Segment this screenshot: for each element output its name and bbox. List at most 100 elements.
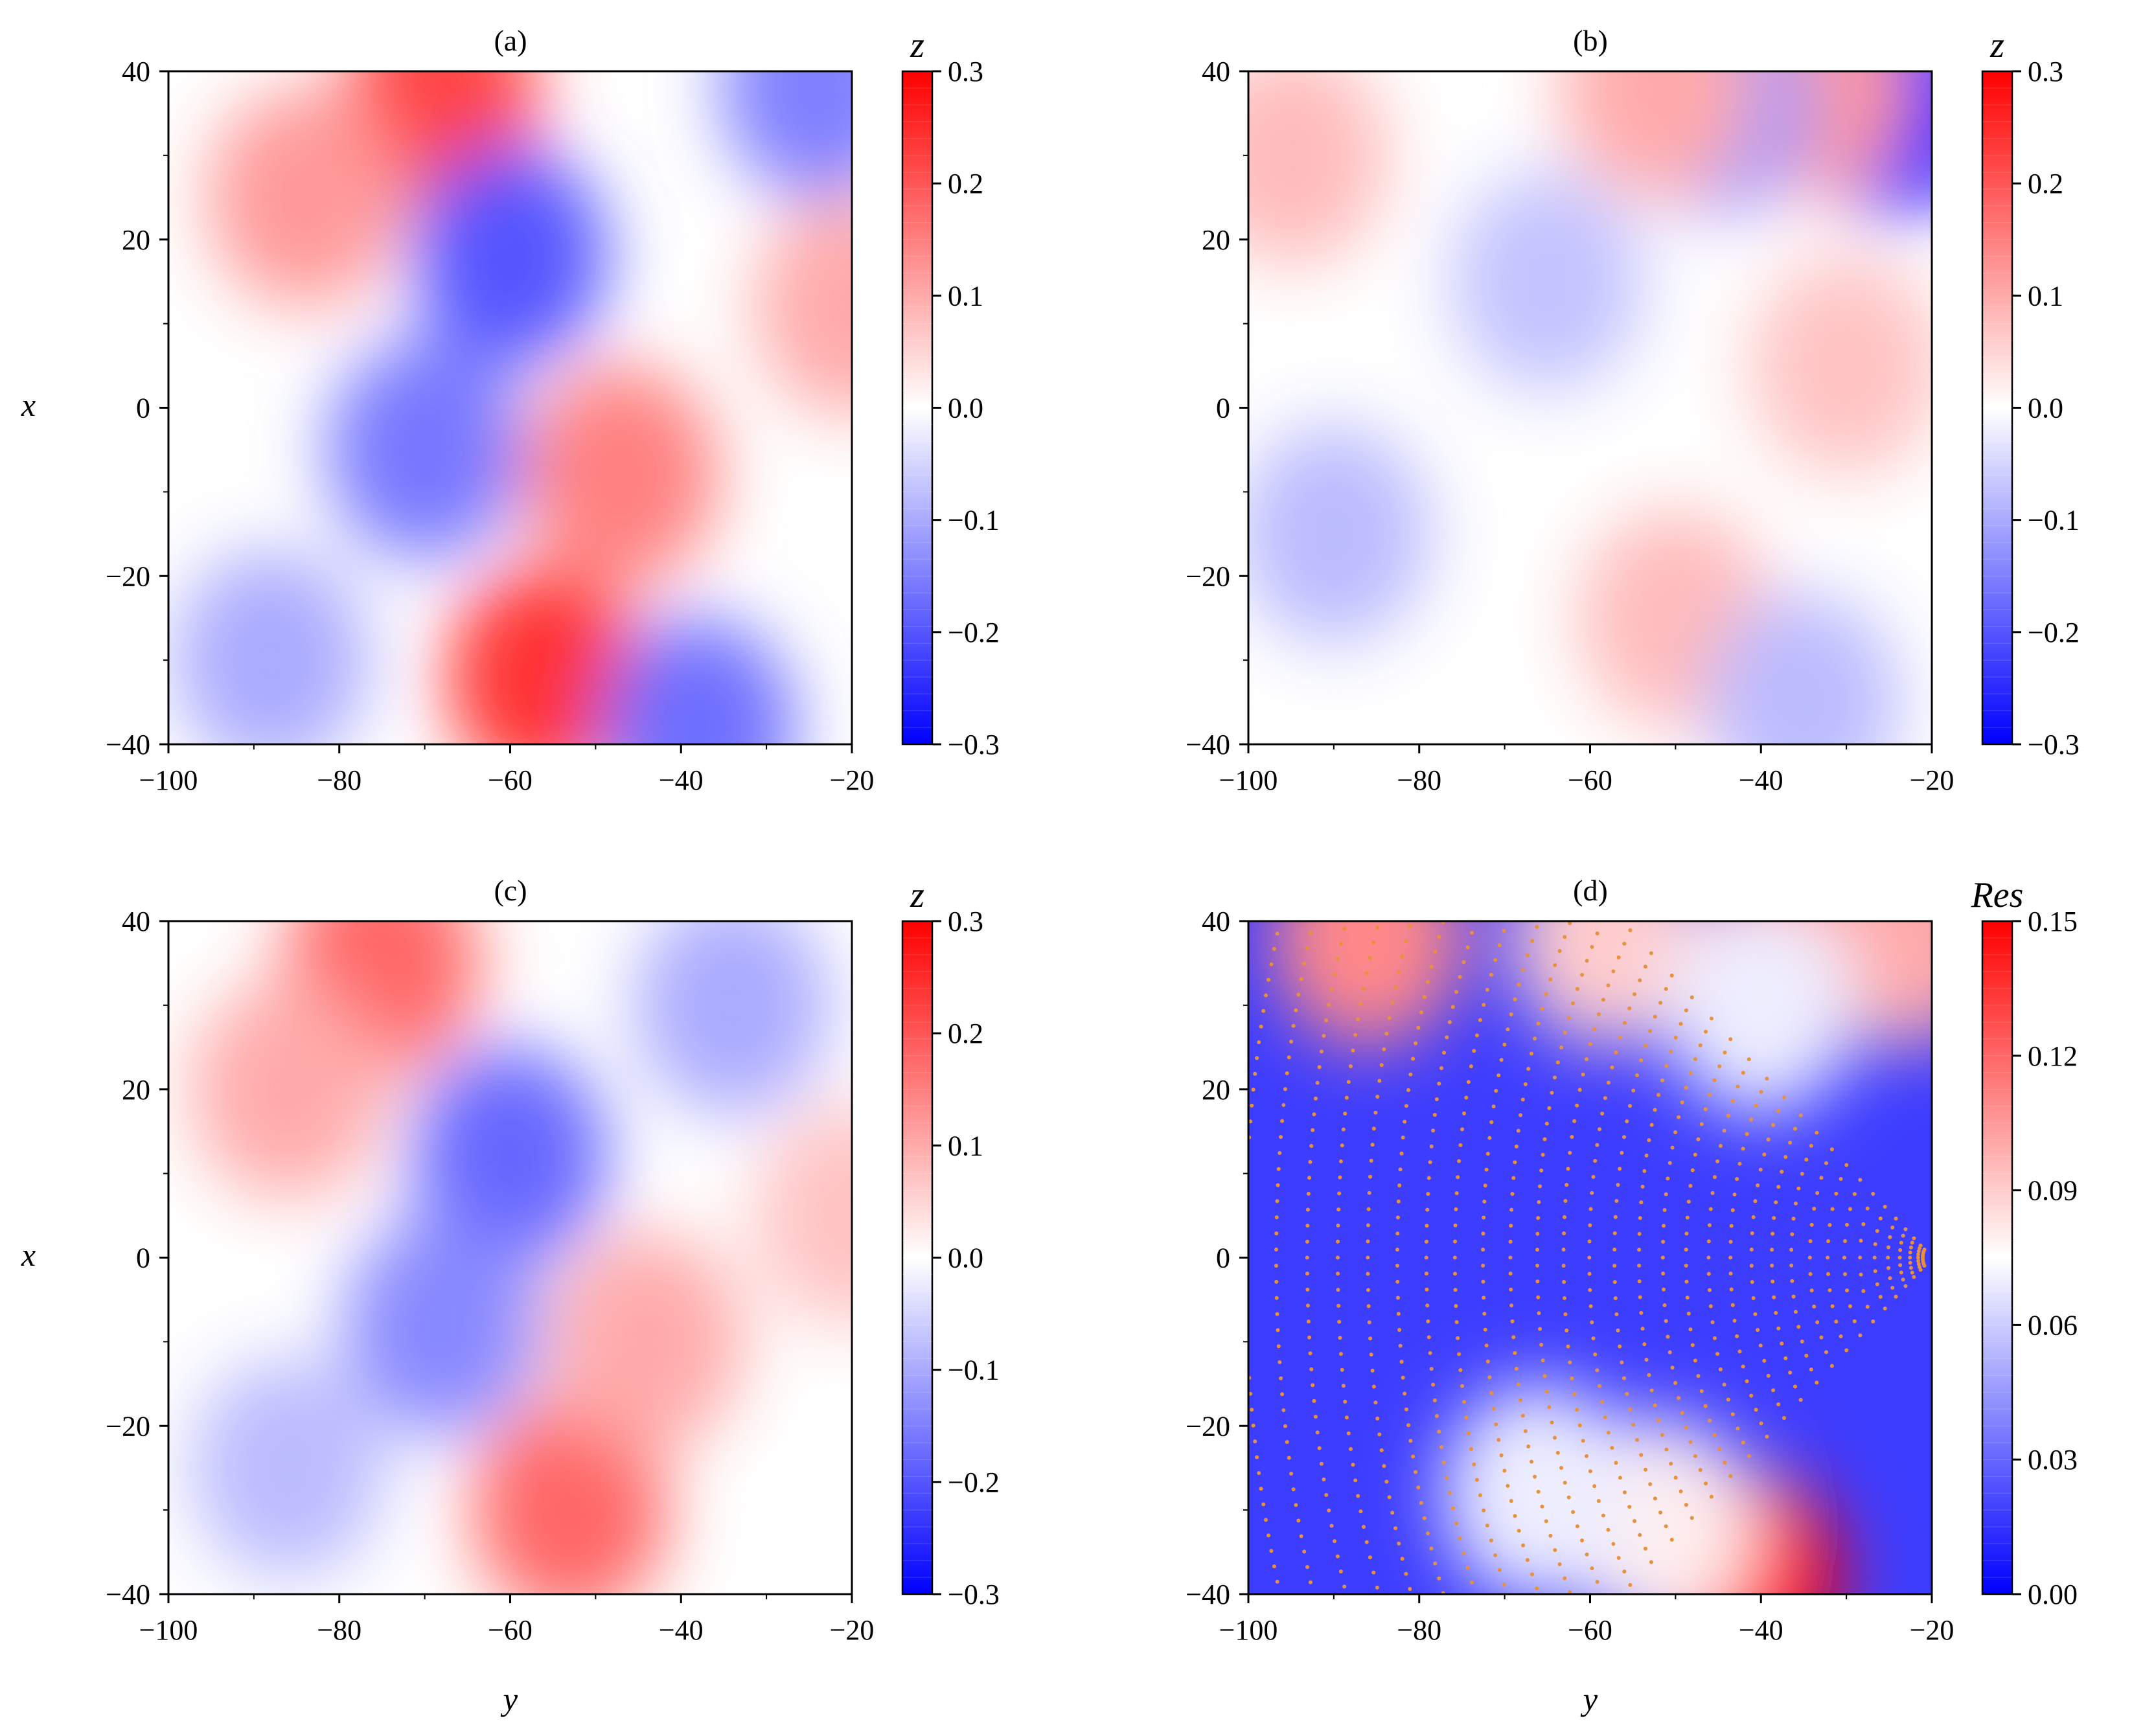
overlay-point [1343,1399,1347,1404]
overlay-point [1336,1272,1340,1276]
overlay-point [1294,1008,1298,1012]
overlay-point [1830,1304,1835,1308]
overlay-point [1575,1408,1579,1412]
x-tick-label: −80 [317,1614,361,1646]
overlay-point [1886,1266,1891,1270]
overlay-point [1780,1342,1784,1346]
overlay-point [1520,1097,1525,1102]
overlay-point [1618,1476,1622,1480]
overlay-point [1343,1112,1347,1116]
overlay-point [1566,1167,1570,1171]
overlay-point [1502,1468,1507,1473]
overlay-point [1611,1542,1616,1546]
overlay-point [1425,1224,1429,1228]
y-tick-label: −20 [1186,1410,1230,1442]
overlay-point [1910,1240,1914,1245]
panel-a-ticks: −100 −80 −60 −40 −20 40 20 0 −20 −40 [106,56,874,796]
overlay-point [1329,987,1334,992]
overlay-point [1474,1033,1479,1038]
overlay-point [1313,1415,1318,1419]
overlay-point [1804,1353,1809,1358]
overlay-point [1890,1285,1895,1290]
overlay-point [1424,1272,1428,1276]
y-tick-label: −40 [106,1579,150,1610]
overlay-point [1362,1525,1366,1529]
overlay-point [1587,1255,1592,1260]
overlay-point [1275,1579,1279,1584]
overlay-point [1759,1090,1763,1094]
overlay-point [1861,1289,1866,1294]
x-tick-label: −40 [1739,764,1783,796]
overlay-point [1519,1113,1523,1117]
overlay-point [1901,1233,1905,1238]
overlay-point [1798,1113,1803,1117]
overlay-point [1669,973,1674,977]
overlay-point [1489,972,1493,977]
overlay-point [1563,1576,1567,1581]
overlay-point [1800,1172,1804,1176]
overlay-point [1668,1161,1672,1165]
overlay-point [1491,1104,1496,1109]
overlay-point [1606,1080,1610,1085]
overlay-point [1457,1352,1461,1356]
overlay-point [1544,1389,1549,1394]
overlay-point [1364,971,1369,976]
overlay-point [1454,1191,1459,1196]
overlay-point [1673,1380,1678,1385]
overlay-point [1916,1249,1921,1253]
overlay-point [1829,1364,1834,1368]
overlay-point [1728,1239,1733,1244]
overlay-point [1611,969,1616,974]
overlay-point [1664,1319,1668,1323]
overlay-point [1406,1088,1411,1092]
overlay-point [1506,1483,1510,1488]
overlay-point [1324,1492,1329,1497]
overlay-point [1309,1367,1314,1371]
colorbar-tick-label: 0.3 [948,906,983,937]
overlay-point [1283,1087,1287,1091]
overlay-point [1898,1248,1903,1252]
overlay-point [1616,1556,1621,1560]
overlay-point [1259,1024,1263,1029]
overlay-point [1453,1288,1458,1292]
overlay-point [1684,1503,1688,1507]
overlay-point [1278,1360,1282,1364]
overlay-point [1644,1467,1648,1472]
overlay-point [1644,1153,1649,1158]
overlay-point [1530,939,1534,943]
overlay-point [1250,1408,1254,1412]
colorbar-tick-label: 0.2 [948,168,983,200]
overlay-point [1542,1137,1547,1141]
overlay-point [1502,1582,1506,1587]
heatmap-region [1248,424,1431,645]
overlay-point [1601,1513,1605,1518]
overlay-point [1888,1276,1892,1281]
overlay-point [1704,1481,1708,1486]
overlay-point [1403,1119,1407,1124]
colorbar-tick-label: 0.1 [2028,280,2063,312]
overlay-point [1439,1445,1443,1450]
overlay-point [1493,957,1498,962]
overlay-point [1553,963,1557,967]
overlay-point [1699,1389,1704,1393]
overlay-point [1396,1199,1401,1204]
overlay-point [1536,1295,1541,1299]
overlay-point [1708,1207,1713,1211]
overlay-point [1305,1224,1310,1228]
overlay-point [1336,1207,1341,1212]
overlay-point [1401,1375,1405,1380]
overlay-point [1815,1191,1820,1195]
heatmap-region [447,567,642,744]
overlay-point [1679,1022,1683,1026]
overlay-point [1351,1463,1355,1467]
overlay-point [1750,1280,1754,1285]
colorbar-tick-label: −0.1 [948,505,1000,536]
overlay-point [1396,1312,1401,1316]
overlay-point [1431,1128,1436,1133]
panel-c-xlabel: y [500,1681,518,1717]
overlay-point [1587,1239,1592,1244]
overlay-point [1485,1359,1490,1364]
overlay-point [1563,1199,1568,1204]
overlay-point [1916,1252,1921,1257]
overlay-point [1513,1514,1517,1518]
